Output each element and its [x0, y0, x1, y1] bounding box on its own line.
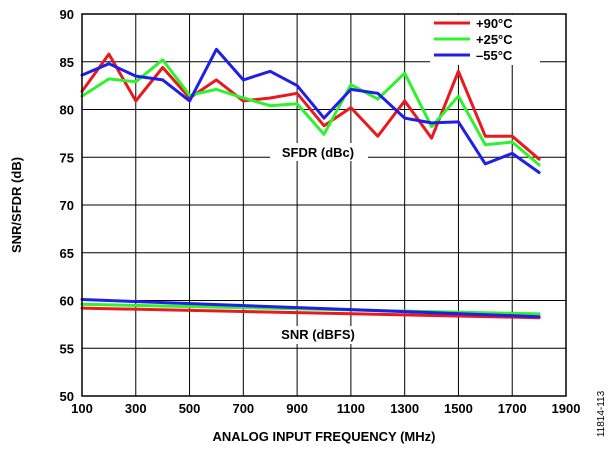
y-tick-label: 90 [60, 7, 74, 22]
snr-label: SNR (dBFS) [281, 327, 355, 342]
x-tick-label: 500 [179, 401, 201, 416]
y-axis-ticks: 50 55 60 65 70 75 80 85 90 [60, 7, 74, 404]
x-tick-label: 900 [286, 401, 308, 416]
x-tick-label: 300 [125, 401, 147, 416]
sfdr-label-bg [270, 143, 368, 161]
y-tick-label: 75 [60, 150, 74, 165]
snr-series-90c [80, 306, 541, 320]
legend-label: +25°C [476, 32, 513, 47]
plot-frame [81, 13, 567, 397]
x-tick-label: 1700 [498, 401, 527, 416]
x-tick-label: 1300 [390, 401, 419, 416]
snr-series-55c [80, 298, 541, 319]
y-tick-label: 60 [60, 294, 74, 309]
sfdr-series-55c [80, 47, 541, 174]
x-tick-label: 1500 [444, 401, 473, 416]
legend-label: +90°C [476, 16, 513, 31]
figure-id: 11814-113 [596, 390, 607, 437]
legend-label: –55°C [476, 48, 513, 63]
legend: +90°C+25°C–55°C [430, 15, 540, 65]
x-axis-title: ANALOG INPUT FREQUENCY (MHz) [213, 429, 436, 444]
y-tick-label: 80 [60, 103, 74, 118]
y-tick-label: 70 [60, 198, 74, 213]
x-tick-label: 1900 [552, 401, 581, 416]
y-tick-label: 65 [60, 246, 74, 261]
y-axis-title: SNR/SFDR (dB) [9, 157, 24, 253]
x-axis-ticks: 100 300 500 700 900 1100 1300 1500 1700 1900 [71, 401, 580, 416]
sfdr-series-90c [80, 52, 541, 161]
series-lines [80, 47, 541, 320]
y-tick-label: 50 [60, 389, 74, 404]
snr-label-bg [270, 326, 368, 344]
sfdr-series-25c [80, 58, 541, 167]
x-tick-label: 700 [232, 401, 254, 416]
y-tick-label: 55 [60, 341, 74, 356]
x-tick-label: 100 [71, 401, 93, 416]
y-tick-label: 85 [60, 55, 74, 70]
sfdr-label: SFDR (dBc) [282, 145, 354, 160]
x-tick-label: 1100 [337, 401, 365, 416]
